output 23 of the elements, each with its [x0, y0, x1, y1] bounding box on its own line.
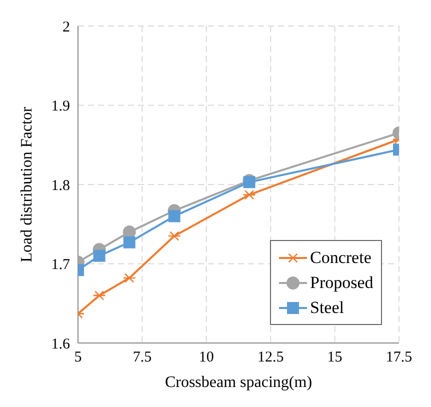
- point: [92, 290, 106, 300]
- x-tick-label: 7.5: [132, 350, 152, 366]
- y-tick-label: 1.6: [51, 336, 70, 352]
- point: [123, 236, 136, 248]
- x-tick-label: 17.5: [386, 350, 412, 366]
- point: [242, 190, 256, 200]
- legend-label: Steel: [310, 297, 344, 319]
- y-tick-label: 1.9: [51, 98, 70, 115]
- point: [93, 250, 106, 262]
- point: [168, 210, 180, 222]
- x-tick-label: 10: [198, 350, 214, 366]
- legend-label: Proposed: [310, 272, 374, 294]
- x-tick-label: 12.5: [257, 350, 284, 366]
- legend-label: Concrete: [310, 247, 372, 269]
- x-tick-label: 15: [327, 350, 342, 366]
- point: [168, 231, 181, 241]
- x-tick-label: 5: [74, 350, 82, 366]
- y-tick-label: 1.8: [51, 178, 70, 194]
- point: [122, 273, 136, 283]
- y-tick-label: 1.7: [51, 257, 70, 274]
- x-axis-title: Crossbeam spacing(m): [164, 374, 312, 391]
- y-axis-title: Load distribution Factor: [18, 106, 36, 262]
- y-tick-label: 2: [62, 19, 70, 36]
